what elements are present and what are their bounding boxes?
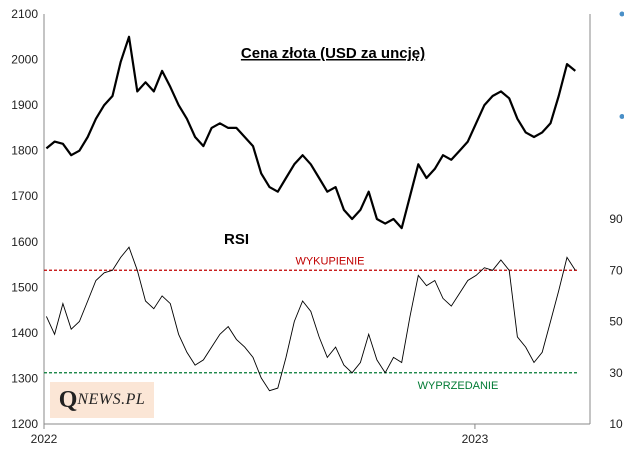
right-tick-label: 90 (609, 212, 623, 226)
right-axis-ticks: 10 30 50 70 90 (609, 212, 623, 431)
left-tick-label: 1700 (11, 189, 38, 203)
chart-title: Cena złota (USD za uncję) (241, 45, 425, 62)
logo-text: NEWS.PL (77, 391, 146, 408)
left-tick-label: 1200 (11, 417, 38, 431)
left-tick-label: 1400 (11, 326, 38, 340)
right-tick-label: 30 (609, 366, 623, 380)
left-tick-label: 1600 (11, 235, 38, 249)
x-tick-label: 2023 (462, 432, 489, 446)
left-tick-label: 1900 (11, 98, 38, 112)
right-tick-label: 10 (609, 417, 623, 431)
right-tick-label: 50 (609, 315, 623, 329)
left-tick-label: 1300 (11, 371, 38, 385)
left-tick-label: 1500 (11, 280, 38, 294)
edge-dot (619, 11, 624, 17)
left-tick-label: 2100 (11, 7, 38, 21)
edge-dot (619, 114, 624, 119)
rsi-series-line (45, 246, 576, 392)
price-series-line (45, 35, 576, 230)
rsi-annotation: RSI (224, 231, 249, 248)
left-tick-label: 2000 (11, 53, 38, 67)
rsi-levels: WYKUPIENIE WYPRZEDANIE (44, 255, 578, 392)
left-tick-label: 1800 (11, 144, 38, 158)
level-label: WYPRZEDANIE (418, 380, 499, 392)
x-axis-ticks: 2022 2023 (31, 424, 489, 446)
right-edge-dots (619, 11, 624, 119)
qnews-logo: Q NEWS.PL (50, 382, 154, 418)
logo-q: Q (58, 386, 78, 413)
level-label: WYKUPIENIE (295, 255, 364, 267)
right-tick-label: 70 (609, 263, 623, 277)
left-axis-ticks: 1200 1300 1400 1500 1600 1700 1800 1900 2000 2100 (11, 7, 38, 431)
x-tick-label: 2022 (31, 432, 58, 446)
